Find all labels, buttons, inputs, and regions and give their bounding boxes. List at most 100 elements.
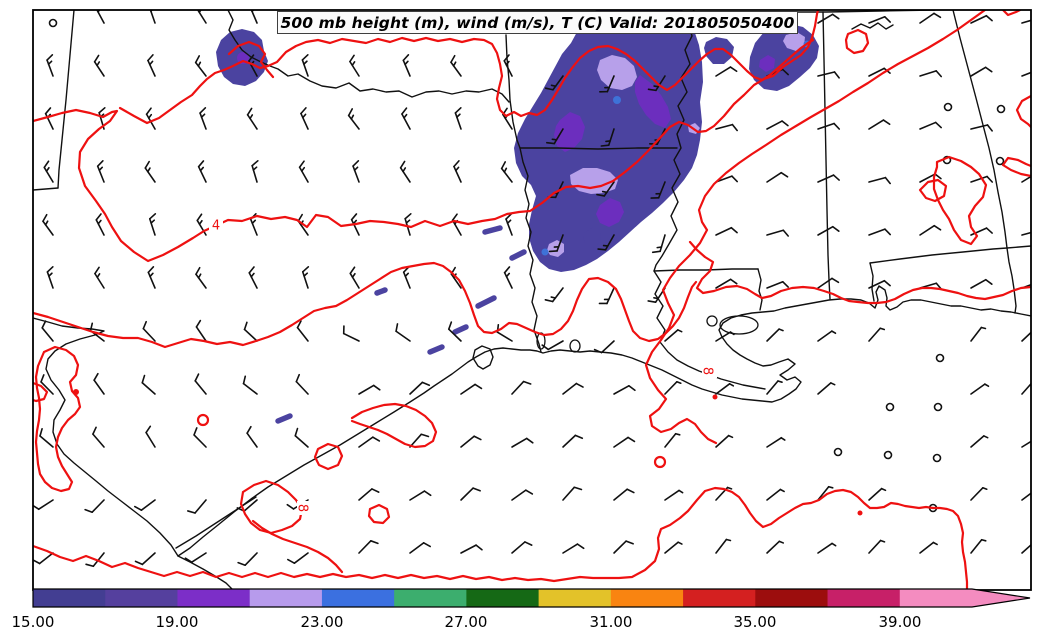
barb-feather	[43, 160, 50, 169]
colorbar-segment	[394, 589, 467, 607]
barb-half-feather	[200, 113, 206, 119]
barb-staff	[511, 437, 528, 448]
wind-barb-icon	[33, 499, 54, 511]
barb-feather	[597, 248, 607, 251]
barb-half-feather	[726, 486, 733, 490]
barb-feather	[544, 87, 554, 91]
barb-staff	[664, 432, 677, 448]
wind-barb-icon	[970, 278, 993, 289]
barb-feather	[883, 279, 891, 287]
barb-feather	[781, 120, 789, 127]
barb-feather	[85, 563, 95, 568]
barb-staff	[402, 271, 411, 289]
temperature-contour	[844, 28, 870, 55]
wind-barb-icon	[817, 13, 840, 24]
contour-label-halo	[702, 364, 717, 378]
barb-feather	[301, 265, 310, 273]
wind-barb-icon	[1021, 175, 1031, 183]
calm-wind-icon	[932, 453, 942, 463]
barb-staff	[248, 272, 258, 289]
wind-barb-icon	[358, 488, 380, 501]
wind-barb-icon	[817, 485, 834, 501]
barb-staff	[194, 61, 207, 77]
barb-feather	[833, 71, 840, 79]
wind-barb-icon	[1021, 440, 1031, 448]
wind-barb-icon	[970, 326, 987, 342]
barb-half-feather	[150, 219, 156, 224]
wind-barb-icon	[460, 487, 481, 501]
calm-wind-icon	[943, 102, 953, 112]
wind-barb-icon	[613, 488, 635, 501]
precip-dash	[427, 344, 445, 355]
barb-staff	[606, 287, 615, 305]
barb-half-feather	[350, 114, 355, 120]
barb-half-feather	[729, 331, 735, 336]
wind-barb-icon	[242, 375, 258, 395]
barb-staff	[919, 70, 938, 77]
barb-half-feather	[199, 166, 205, 172]
barb-staff	[551, 287, 564, 303]
wind-barb-icon	[664, 329, 683, 342]
barb-staff	[613, 384, 630, 395]
barb-staff	[715, 434, 730, 448]
barb-feather	[729, 278, 738, 285]
barb-feather	[450, 54, 456, 64]
barb-staff	[868, 487, 883, 501]
boundary-line	[822, 11, 831, 300]
wind-barb-icon	[511, 380, 532, 395]
barb-feather	[242, 375, 247, 385]
barb-staff	[140, 499, 156, 511]
barb-staff	[199, 112, 207, 130]
colorbar-tick-label: 15.00	[12, 613, 55, 631]
barb-staff	[511, 380, 525, 395]
calm-wind-icon	[833, 447, 843, 457]
barb-feather	[40, 374, 45, 383]
barb-half-feather	[452, 61, 457, 67]
barb-half-feather	[677, 329, 683, 333]
barb-feather	[475, 544, 483, 551]
wind-barb-icon	[251, 160, 259, 183]
barb-feather	[985, 227, 993, 234]
wind-barb-icon	[187, 499, 207, 514]
wind-barb-icon	[817, 225, 840, 236]
wind-barb-icon	[196, 213, 207, 236]
wind-barb-icon	[664, 432, 681, 448]
barb-half-feather	[1034, 329, 1038, 331]
temperature-contour	[34, 345, 82, 493]
wind-barb-icon	[664, 489, 684, 501]
colorbar-arrow-icon	[972, 589, 1030, 607]
barb-feather	[352, 159, 360, 167]
wind-barb-icon	[195, 319, 207, 342]
barb-half-feather	[503, 167, 508, 173]
wind-barb-icon	[149, 10, 156, 24]
wind-barb-icon	[766, 488, 785, 501]
barb-half-feather	[251, 219, 257, 225]
wind-barb-icon	[970, 14, 993, 24]
barb-staff	[409, 381, 424, 395]
barb-staff	[970, 227, 988, 236]
barb-staff	[715, 123, 734, 130]
wind-barb-icon	[544, 287, 564, 303]
barb-feather	[84, 508, 93, 514]
wind-barb-icon	[766, 120, 789, 130]
barb-feather	[298, 160, 305, 169]
barb-staff	[94, 272, 105, 289]
barb-staff	[657, 181, 666, 199]
barb-half-feather	[249, 114, 254, 120]
barb-feather	[92, 426, 97, 435]
barb-feather	[145, 425, 152, 434]
barb-staff	[358, 384, 375, 395]
barb-feather	[243, 321, 248, 331]
temperature-contour	[688, 240, 1031, 305]
precip-polygon	[596, 198, 624, 227]
barb-staff	[402, 59, 411, 77]
barb-staff	[970, 383, 986, 395]
barb-feather	[882, 119, 891, 126]
barb-feather	[372, 436, 381, 442]
wind-barb-icon	[145, 425, 156, 448]
barb-staff	[607, 128, 615, 146]
barb-feather	[46, 265, 54, 273]
barb-feather	[500, 161, 507, 170]
wind-barb-icon	[454, 106, 462, 130]
barb-feather	[294, 427, 299, 437]
